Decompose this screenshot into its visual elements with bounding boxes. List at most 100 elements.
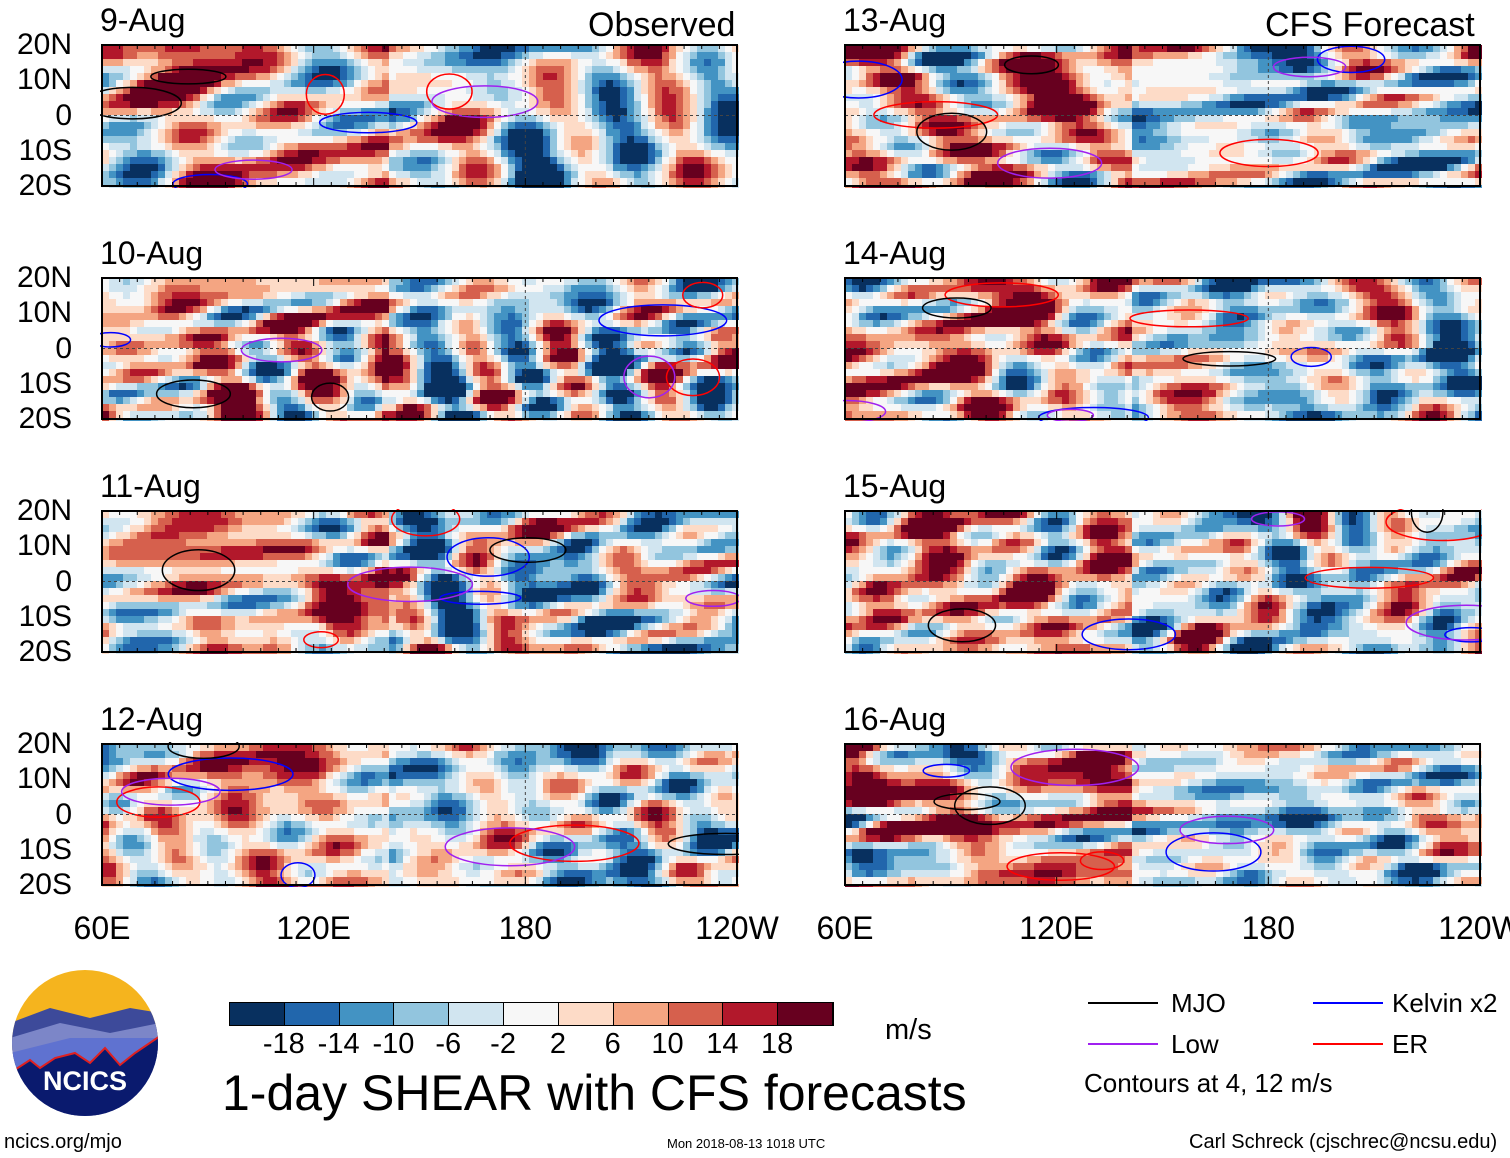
- shear-cell: [669, 122, 677, 130]
- shear-cell: [725, 150, 733, 158]
- shear-cell: [123, 278, 131, 286]
- shear-cell: [627, 87, 635, 95]
- shear-cell: [361, 390, 369, 398]
- shear-cell: [529, 101, 537, 109]
- shear-cell: [634, 376, 642, 384]
- shear-cell: [284, 164, 292, 172]
- shear-cell: [515, 567, 523, 575]
- shear-cell: [417, 94, 425, 102]
- shear-cell: [704, 143, 712, 151]
- shear-cell: [725, 73, 733, 81]
- shear-cell: [662, 150, 670, 158]
- shear-cell: [515, 355, 523, 363]
- shear-cell: [375, 532, 383, 540]
- shear-cell: [620, 320, 628, 328]
- shear-cell: [109, 532, 117, 540]
- shear-cell: [403, 390, 411, 398]
- shear-cell: [480, 397, 488, 405]
- shear-cell: [116, 383, 124, 391]
- shear-cell: [333, 45, 341, 53]
- shear-cell: [515, 157, 523, 165]
- shear-cell: [620, 59, 628, 67]
- shear-cell: [200, 115, 208, 123]
- shear-cell: [144, 164, 152, 172]
- shear-cell: [333, 101, 341, 109]
- shear-cell: [361, 525, 369, 533]
- shear-cell: [571, 278, 579, 286]
- shear-cell: [599, 546, 607, 554]
- shear-cell: [172, 404, 180, 412]
- shear-cell: [648, 511, 656, 519]
- shear-cell: [452, 278, 460, 286]
- shear-cell: [235, 341, 243, 349]
- shear-cell: [193, 115, 201, 123]
- shear-cell: [410, 404, 418, 412]
- shear-cell: [130, 292, 138, 300]
- shear-cell: [515, 369, 523, 377]
- shear-cell: [172, 518, 180, 526]
- shear-cell: [158, 157, 166, 165]
- shear-cell: [592, 80, 600, 88]
- shear-cell: [669, 150, 677, 158]
- shear-cell: [704, 411, 712, 419]
- shear-cell: [641, 306, 649, 314]
- shear-cell: [431, 518, 439, 526]
- shear-cell: [452, 355, 460, 363]
- shear-cell: [368, 397, 376, 405]
- shear-cell: [347, 362, 355, 370]
- shear-cell: [634, 108, 642, 116]
- shear-cell: [151, 355, 159, 363]
- shear-cell: [515, 518, 523, 526]
- shear-cell: [445, 546, 453, 554]
- shear-cell: [718, 560, 726, 568]
- shear-cell: [634, 59, 642, 67]
- shear-cell: [417, 285, 425, 293]
- shear-cell: [515, 45, 523, 53]
- shear-cell: [536, 115, 544, 123]
- shear-cell: [641, 369, 649, 377]
- shear-cell: [277, 299, 285, 307]
- shear-cell: [361, 334, 369, 342]
- shear-cell: [487, 66, 495, 74]
- shear-cell: [396, 292, 404, 300]
- shear-cell: [403, 404, 411, 412]
- shear-cell: [494, 362, 502, 370]
- shear-cell: [459, 390, 467, 398]
- shear-cell: [368, 334, 376, 342]
- shear-cell: [711, 285, 719, 293]
- shear-cell: [235, 348, 243, 356]
- shear-cell: [319, 108, 327, 116]
- shear-cell: [186, 525, 194, 533]
- shear-cell: [508, 136, 516, 144]
- shear-cell: [102, 136, 110, 144]
- shear-cell: [172, 87, 180, 95]
- shear-cell: [620, 567, 628, 575]
- shear-cell: [333, 341, 341, 349]
- shear-cell: [354, 87, 362, 95]
- shear-cell: [585, 52, 593, 60]
- shear-cell: [669, 553, 677, 561]
- shear-cell: [200, 327, 208, 335]
- shear-cell: [319, 518, 327, 526]
- shear-cell: [613, 171, 621, 179]
- shear-cell: [291, 560, 299, 568]
- shear-cell: [137, 320, 145, 328]
- shear-cell: [144, 313, 152, 321]
- shear-cell: [410, 278, 418, 286]
- shear-cell: [158, 511, 166, 519]
- shear-cell: [508, 101, 516, 109]
- shear-cell: [606, 59, 614, 67]
- shear-cell: [151, 581, 159, 589]
- shear-cell: [375, 320, 383, 328]
- shear-cell: [480, 539, 488, 547]
- shear-cell: [284, 376, 292, 384]
- shear-cell: [312, 369, 320, 377]
- shear-cell: [340, 355, 348, 363]
- shear-cell: [669, 327, 677, 335]
- shear-cell: [214, 115, 222, 123]
- shear-cell: [263, 278, 271, 286]
- shear-cell: [270, 574, 278, 582]
- shear-cell: [403, 94, 411, 102]
- shear-cell: [585, 115, 593, 123]
- shear-cell: [256, 80, 264, 88]
